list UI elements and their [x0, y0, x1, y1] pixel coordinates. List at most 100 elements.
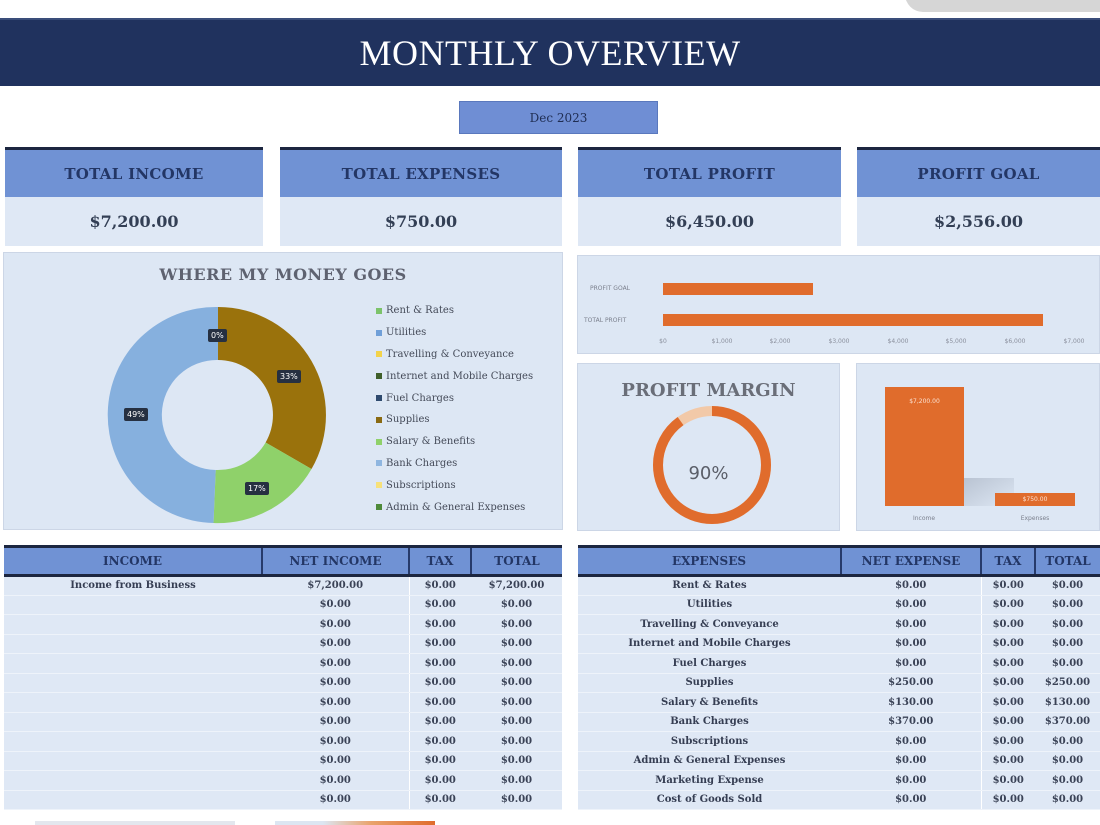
tax-value[interactable]: $0.00 — [981, 634, 1035, 654]
total-value[interactable]: $0.00 — [1035, 731, 1100, 752]
kpi-profit-goal: PROFIT GOAL $2,556.00 — [857, 147, 1100, 246]
net-value[interactable]: $0.00 — [841, 634, 982, 654]
row-label[interactable] — [4, 790, 262, 810]
total-value[interactable]: $0.00 — [471, 712, 562, 732]
total-value[interactable]: $0.00 — [471, 653, 562, 674]
net-value[interactable]: $0.00 — [262, 673, 410, 693]
net-value[interactable]: $0.00 — [262, 712, 410, 732]
row-label[interactable]: Cost of Goods Sold — [578, 790, 841, 810]
total-value[interactable]: $0.00 — [471, 751, 562, 771]
net-value[interactable]: $0.00 — [841, 731, 982, 752]
total-value[interactable]: $0.00 — [471, 731, 562, 752]
total-value[interactable]: $7,200.00 — [471, 575, 562, 596]
tax-value[interactable]: $0.00 — [981, 673, 1035, 693]
tax-value[interactable]: $0.00 — [409, 653, 471, 674]
total-value[interactable]: $370.00 — [1035, 712, 1100, 732]
row-label[interactable] — [4, 751, 262, 771]
total-value[interactable]: $0.00 — [471, 790, 562, 810]
row-label[interactable]: Admin & General Expenses — [578, 751, 841, 771]
net-value[interactable]: $0.00 — [262, 790, 410, 810]
total-value[interactable]: $0.00 — [1035, 614, 1100, 635]
total-value[interactable]: $0.00 — [471, 692, 562, 713]
net-value[interactable]: $0.00 — [262, 595, 410, 615]
tax-value[interactable]: $0.00 — [409, 770, 471, 791]
row-label[interactable]: Bank Charges — [578, 712, 841, 732]
tax-value[interactable]: $0.00 — [409, 614, 471, 635]
total-value[interactable]: $0.00 — [1035, 634, 1100, 654]
net-value[interactable]: $250.00 — [841, 673, 982, 693]
tax-value[interactable]: $0.00 — [981, 751, 1035, 771]
total-value[interactable]: $0.00 — [1035, 770, 1100, 791]
row-label[interactable] — [4, 595, 262, 615]
net-value[interactable]: $0.00 — [262, 692, 410, 713]
tax-value[interactable]: $0.00 — [981, 770, 1035, 791]
row-label[interactable] — [4, 731, 262, 752]
net-value[interactable]: $0.00 — [262, 751, 410, 771]
row-label[interactable] — [4, 712, 262, 732]
total-value[interactable]: $0.00 — [1035, 575, 1100, 596]
net-value[interactable]: $0.00 — [262, 634, 410, 654]
tax-value[interactable]: $0.00 — [409, 595, 471, 615]
row-label[interactable] — [4, 692, 262, 713]
total-value[interactable]: $0.00 — [471, 673, 562, 693]
row-label[interactable]: Income from Business — [4, 575, 262, 596]
row-label[interactable]: Supplies — [578, 673, 841, 693]
row-label[interactable] — [4, 614, 262, 635]
net-value[interactable]: $0.00 — [841, 653, 982, 674]
tax-value[interactable]: $0.00 — [409, 731, 471, 752]
net-value[interactable]: $0.00 — [841, 575, 982, 596]
total-value[interactable]: $0.00 — [1035, 595, 1100, 615]
row-label[interactable] — [4, 653, 262, 674]
tax-value[interactable]: $0.00 — [409, 634, 471, 654]
row-label[interactable]: Utilities — [578, 595, 841, 615]
tax-value[interactable]: $0.00 — [981, 575, 1035, 596]
net-value[interactable]: $0.00 — [262, 653, 410, 674]
net-value[interactable]: $0.00 — [841, 614, 982, 635]
tax-value[interactable]: $0.00 — [409, 575, 471, 596]
total-value[interactable]: $0.00 — [1035, 751, 1100, 771]
total-value[interactable]: $250.00 — [1035, 673, 1100, 693]
total-value[interactable]: $0.00 — [471, 634, 562, 654]
tax-value[interactable]: $0.00 — [409, 673, 471, 693]
net-value[interactable]: $0.00 — [262, 770, 410, 791]
tax-value[interactable]: $0.00 — [981, 790, 1035, 810]
tax-value[interactable]: $0.00 — [981, 692, 1035, 713]
row-label[interactable]: Salary & Benefits — [578, 692, 841, 713]
row-label[interactable]: Marketing Expense — [578, 770, 841, 791]
row-label[interactable] — [4, 634, 262, 654]
month-selector[interactable]: Dec 2023 — [459, 101, 658, 134]
net-value[interactable]: $0.00 — [262, 731, 410, 752]
tax-value[interactable]: $0.00 — [409, 751, 471, 771]
net-value[interactable]: $0.00 — [841, 790, 982, 810]
total-value[interactable]: $130.00 — [1035, 692, 1100, 713]
total-value[interactable]: $0.00 — [471, 770, 562, 791]
row-label[interactable]: Fuel Charges — [578, 653, 841, 674]
tax-value[interactable]: $0.00 — [981, 614, 1035, 635]
net-value[interactable]: $0.00 — [841, 595, 982, 615]
row-label[interactable]: Subscriptions — [578, 731, 841, 752]
total-value[interactable]: $0.00 — [1035, 653, 1100, 674]
net-value[interactable]: $370.00 — [841, 712, 982, 732]
col-header: EXPENSES — [578, 545, 841, 577]
net-value[interactable]: $130.00 — [841, 692, 982, 713]
row-label[interactable]: Rent & Rates — [578, 575, 841, 596]
tax-value[interactable]: $0.00 — [409, 712, 471, 732]
tax-value[interactable]: $0.00 — [409, 790, 471, 810]
tax-value[interactable]: $0.00 — [981, 653, 1035, 674]
net-value[interactable]: $0.00 — [262, 614, 410, 635]
net-value[interactable]: $7,200.00 — [262, 575, 410, 596]
net-value[interactable]: $0.00 — [841, 770, 982, 791]
row-label[interactable]: Travelling & Conveyance — [578, 614, 841, 635]
tax-value[interactable]: $0.00 — [981, 595, 1035, 615]
total-value[interactable]: $0.00 — [1035, 790, 1100, 810]
total-value[interactable]: $0.00 — [471, 614, 562, 635]
row-label[interactable] — [4, 770, 262, 791]
net-value[interactable]: $0.00 — [841, 751, 982, 771]
total-value[interactable]: $0.00 — [471, 595, 562, 615]
donut-slice-supplies — [218, 307, 326, 469]
tax-value[interactable]: $0.00 — [409, 692, 471, 713]
tax-value[interactable]: $0.00 — [981, 712, 1035, 732]
row-label[interactable]: Internet and Mobile Charges — [578, 634, 841, 654]
row-label[interactable] — [4, 673, 262, 693]
tax-value[interactable]: $0.00 — [981, 731, 1035, 752]
